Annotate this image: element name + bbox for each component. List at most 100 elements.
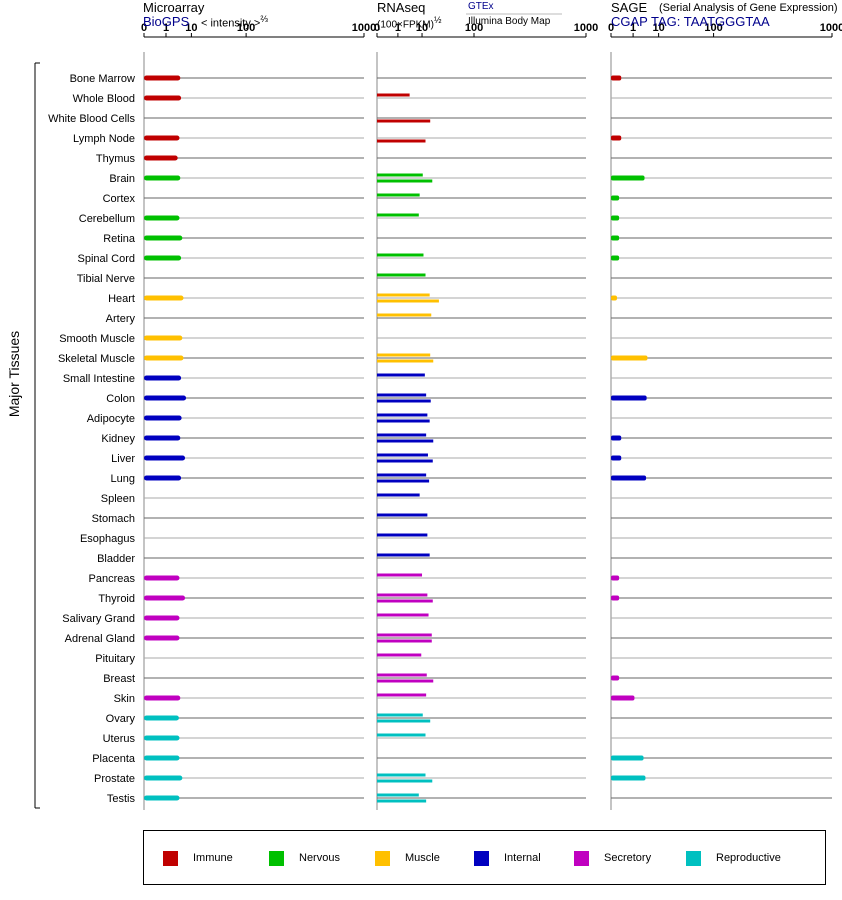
rnaseq-tick-label: 0 bbox=[374, 22, 380, 34]
sage-tag: CGAP TAG: TAATGGGTAA bbox=[611, 14, 770, 29]
microarray-bar bbox=[144, 455, 186, 461]
rnaseq-illumina-bar bbox=[377, 459, 433, 463]
sage-tick-label: 100 bbox=[704, 22, 722, 34]
sage-bar bbox=[611, 575, 620, 581]
rnaseq-gtex-bar bbox=[377, 673, 427, 677]
rnaseq-gtex-bar bbox=[377, 773, 426, 777]
rnaseq-unit: (100×FPKM)½ bbox=[377, 15, 442, 31]
tissue-label: Esophagus bbox=[80, 533, 136, 545]
tissue-label: Brain bbox=[109, 173, 135, 185]
microarray-bar bbox=[144, 775, 183, 781]
rnaseq-gtex-bar bbox=[377, 313, 432, 317]
tissue-label: Spleen bbox=[101, 493, 135, 505]
rnaseq-source-gtex: GTEx bbox=[468, 1, 494, 12]
microarray-bar bbox=[144, 395, 187, 401]
microarray-bar bbox=[144, 155, 178, 161]
rnaseq-tick-label: 1000 bbox=[574, 22, 598, 34]
microarray-unit: < intensity >⅔ bbox=[201, 14, 268, 30]
microarray-bar bbox=[144, 415, 182, 421]
tissue-label: Skeletal Muscle bbox=[58, 353, 135, 365]
rnaseq-source-illumina: Illumina Body Map bbox=[468, 16, 551, 27]
rnaseq-gtex-bar bbox=[377, 793, 419, 797]
rnaseq-gtex-bar bbox=[377, 533, 428, 537]
rnaseq-gtex-bar bbox=[377, 553, 430, 557]
legend-swatch-muscle bbox=[375, 850, 390, 866]
sage-bar bbox=[611, 475, 647, 481]
rnaseq-gtex-bar bbox=[377, 733, 426, 737]
tissue-label: Placenta bbox=[92, 753, 136, 765]
legend-item-muscle: Muscle bbox=[375, 850, 440, 866]
rnaseq-gtex-bar bbox=[377, 393, 427, 397]
tissue-label: Ovary bbox=[106, 713, 136, 725]
microarray-tick-label: 100 bbox=[237, 22, 255, 34]
tissue-label: Kidney bbox=[101, 433, 135, 445]
microarray-bar bbox=[144, 95, 182, 101]
sage-bar bbox=[611, 435, 622, 441]
sage-bar bbox=[611, 595, 620, 601]
sage-bar bbox=[611, 175, 645, 181]
rnaseq-gtex-bar bbox=[377, 593, 428, 597]
rnaseq-gtex-bar bbox=[377, 473, 427, 477]
microarray-tick-label: 1 bbox=[163, 22, 169, 34]
rnaseq-gtex-bar bbox=[377, 253, 424, 257]
rnaseq-illumina-bar bbox=[377, 179, 433, 183]
rnaseq-illumina-bar bbox=[377, 779, 433, 783]
legend-item-internal: Internal bbox=[474, 850, 541, 866]
sage-bar bbox=[611, 675, 620, 681]
microarray-bar bbox=[144, 695, 181, 701]
rnaseq-illumina-bar bbox=[377, 679, 434, 683]
sage-subtitle: (Serial Analysis of Gene Expression) bbox=[659, 2, 838, 14]
legend-item-reproductive: Reproductive bbox=[686, 850, 781, 866]
rnaseq-illumina-bar bbox=[377, 139, 426, 143]
legend-swatch-internal bbox=[474, 850, 489, 866]
microarray-bar bbox=[144, 595, 186, 601]
rnaseq-illumina-bar bbox=[377, 399, 431, 403]
tissue-label: Thymus bbox=[96, 153, 136, 165]
legend-item-immune: Immune bbox=[163, 850, 233, 866]
microarray-bar bbox=[144, 615, 180, 621]
microarray-tick-label: 1000 bbox=[352, 22, 376, 34]
microarray-tick-label: 10 bbox=[185, 22, 197, 34]
rnaseq-gtex-bar bbox=[377, 293, 430, 297]
microarray-bar bbox=[144, 135, 180, 141]
tissue-label: Tibial Nerve bbox=[77, 273, 135, 285]
rnaseq-gtex-bar bbox=[377, 573, 423, 577]
tissue-label: Pituitary bbox=[95, 653, 135, 665]
microarray-bar bbox=[144, 215, 180, 221]
sage-title: SAGE bbox=[611, 0, 648, 15]
legend-swatch-reproductive bbox=[686, 850, 701, 866]
rnaseq-tick-label: 1 bbox=[395, 22, 401, 34]
tissue-label: Bladder bbox=[97, 553, 135, 565]
sage-tick-label: 0 bbox=[608, 22, 614, 34]
tissue-label: Breast bbox=[103, 673, 135, 685]
microarray-bar bbox=[144, 295, 184, 301]
sage-bar bbox=[611, 455, 622, 461]
microarray-bar bbox=[144, 355, 184, 361]
microarray-bar bbox=[144, 435, 181, 441]
rnaseq-illumina-bar bbox=[377, 799, 427, 803]
tissue-label: Small Intestine bbox=[63, 373, 135, 385]
rnaseq-illumina-bar bbox=[377, 599, 433, 603]
sage-bar bbox=[611, 195, 620, 201]
rnaseq-illumina-bar bbox=[377, 719, 431, 723]
sage-bar bbox=[611, 235, 620, 241]
rnaseq-gtex-bar bbox=[377, 173, 423, 177]
sage-bar bbox=[611, 355, 648, 361]
tissue-label: Lymph Node bbox=[73, 133, 135, 145]
sage-bar bbox=[611, 775, 646, 781]
legend-label: Reproductive bbox=[716, 852, 781, 864]
rnaseq-illumina-bar bbox=[377, 299, 439, 303]
rnaseq-illumina-bar bbox=[377, 419, 430, 423]
tissue-label: Heart bbox=[108, 293, 135, 305]
rnaseq-gtex-bar bbox=[377, 693, 427, 697]
tissue-label: Artery bbox=[106, 313, 136, 325]
microarray-source: BioGPS bbox=[143, 14, 190, 29]
rnaseq-gtex-bar bbox=[377, 493, 420, 497]
microarray-bar bbox=[144, 755, 180, 761]
legend-label: Secretory bbox=[604, 852, 652, 864]
rnaseq-tick-label: 10 bbox=[416, 22, 428, 34]
tissue-label: Smooth Muscle bbox=[59, 333, 135, 345]
tissue-label: Uterus bbox=[103, 733, 136, 745]
sage-bar bbox=[611, 295, 617, 301]
tissue-label: Colon bbox=[106, 393, 135, 405]
